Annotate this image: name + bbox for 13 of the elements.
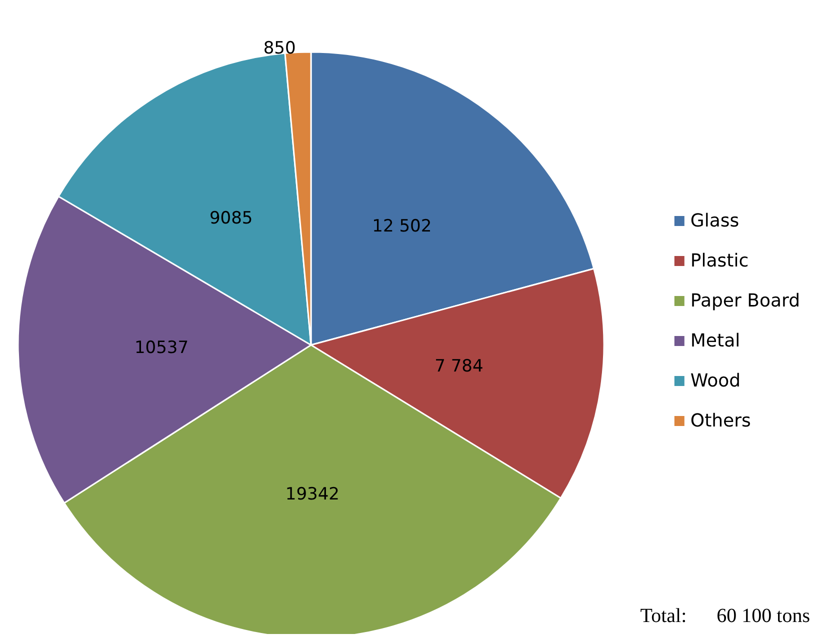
data-label: 12 502 [372, 216, 432, 236]
data-label: 10537 [134, 338, 189, 358]
data-label: 19342 [285, 484, 340, 504]
legend-label: Wood [690, 370, 741, 392]
legend-label: Plastic [690, 250, 749, 272]
legend-label: Paper Board [690, 290, 800, 312]
text: Total: 60 100 tons [640, 605, 810, 627]
data-label: 7 784 [434, 356, 484, 376]
legend-label: Glass [690, 210, 740, 232]
data-label: 850 [263, 38, 296, 58]
legend-label: Metal [690, 330, 740, 352]
legend-label: Others [690, 410, 751, 432]
data-label: 9085 [209, 208, 253, 229]
